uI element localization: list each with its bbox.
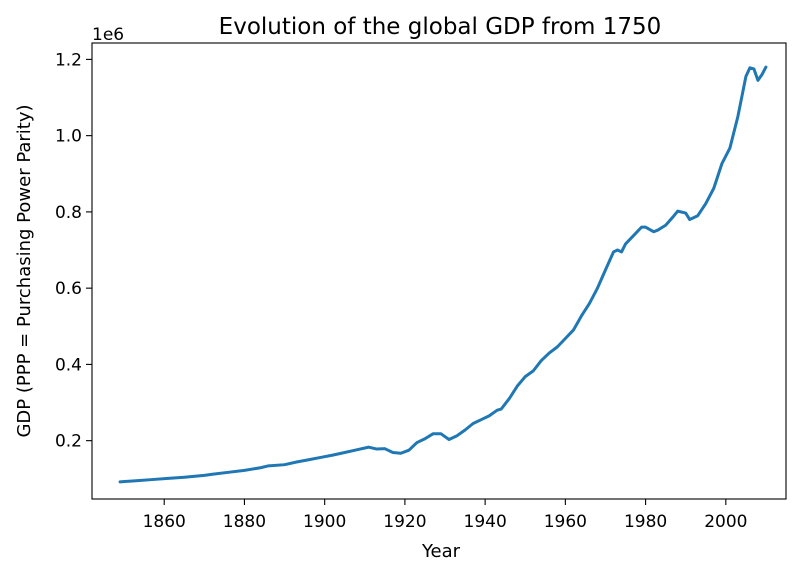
plot-content bbox=[118, 65, 768, 484]
x-tick-label: 1920 bbox=[383, 512, 426, 532]
y-offset-label: 1e6 bbox=[92, 25, 124, 45]
chart-title: Evolution of the global GDP from 1750 bbox=[219, 14, 662, 40]
y-tick-label: 1.0 bbox=[55, 127, 82, 147]
y-tick-label: 0.6 bbox=[55, 279, 82, 299]
y-tick-label: 1.2 bbox=[55, 50, 82, 70]
x-tick-label: 2000 bbox=[704, 512, 747, 532]
y-tick-label: 0.4 bbox=[55, 355, 82, 375]
y-tick-label: 0.2 bbox=[55, 432, 82, 452]
plot-frame bbox=[91, 42, 787, 500]
x-tick-label: 1960 bbox=[544, 512, 587, 532]
x-tick-label: 1940 bbox=[464, 512, 507, 532]
x-tick-label: 1900 bbox=[303, 512, 346, 532]
x-tick-label: 1860 bbox=[143, 512, 186, 532]
x-tick-label: 1980 bbox=[624, 512, 667, 532]
y-axis: 0.2 0.4 0.6 0.8 1.0 1.2 bbox=[55, 50, 92, 452]
y-tick-label: 0.8 bbox=[55, 203, 82, 223]
x-tick-label: 1880 bbox=[223, 512, 266, 532]
x-axis-label: Year bbox=[421, 541, 461, 562]
x-axis: 1860 1880 1900 1920 1940 1960 1980 2000 bbox=[143, 499, 747, 532]
y-axis-label: GDP (PPP = Purchasing Power Parity) bbox=[14, 104, 35, 437]
gdp-series-line-0 bbox=[118, 65, 768, 484]
